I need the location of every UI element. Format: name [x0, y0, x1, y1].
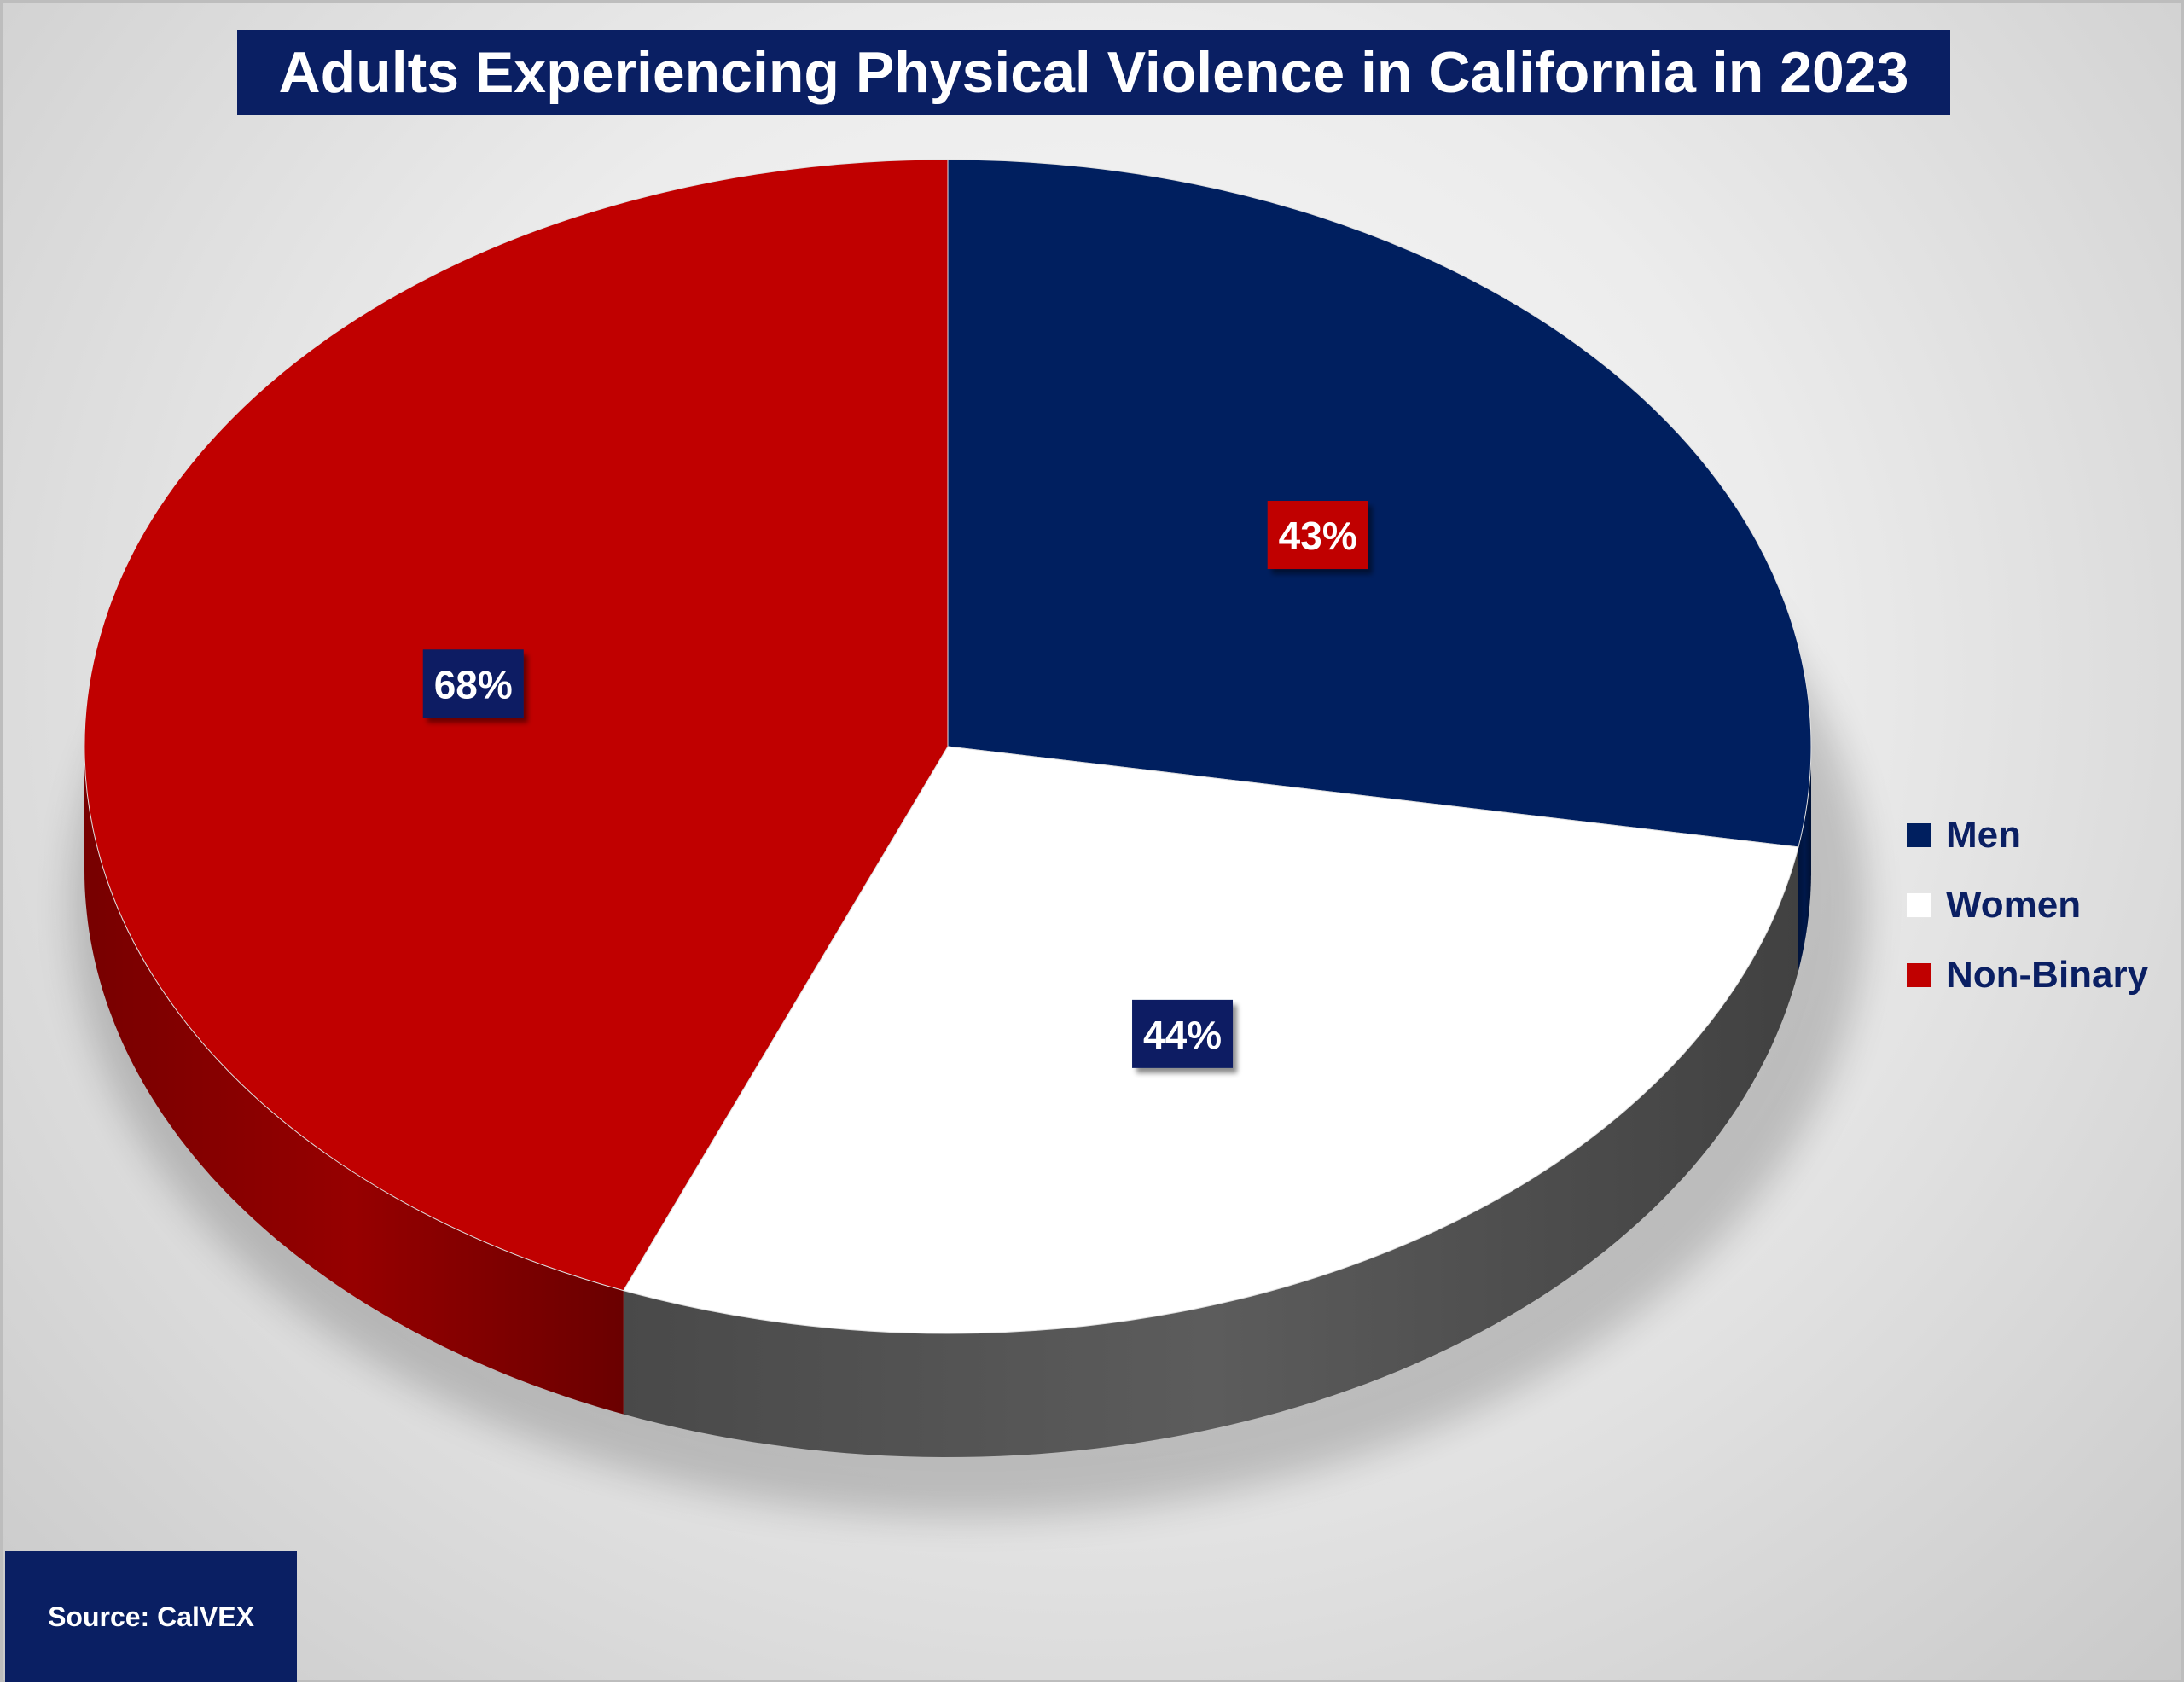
- source-note: Source: CalVEX: [48, 1601, 254, 1632]
- legend-swatch-men: [1907, 823, 1931, 847]
- legend: Men Women Non-Binary: [1907, 800, 2148, 1010]
- legend-label-men: Men: [1946, 814, 2021, 856]
- data-label-women: 44%: [1132, 999, 1234, 1068]
- pie-slice-men: [947, 159, 1812, 848]
- pie-chart: 43% 44% 68%: [72, 159, 1867, 1517]
- chart-title-box: Adults Experiencing Physical Violence in…: [237, 30, 1950, 115]
- pie-slice-non-binary: [84, 159, 949, 1292]
- pie-side-non-binary: [84, 747, 624, 1415]
- chart-title: Adults Experiencing Physical Violence in…: [278, 40, 1909, 105]
- legend-label-non-binary: Non-Binary: [1946, 954, 2149, 996]
- pie-side-men: [1798, 747, 1811, 971]
- legend-item-non-binary: Non-Binary: [1907, 940, 2148, 1010]
- legend-item-men: Men: [1907, 800, 2148, 870]
- data-label-men: 43%: [1267, 501, 1368, 570]
- legend-swatch-women: [1907, 893, 1931, 917]
- legend-item-women: Women: [1907, 870, 2148, 940]
- data-label-box-non-binary: [422, 649, 524, 718]
- data-label-text-women: 44%: [1143, 1013, 1222, 1057]
- legend-swatch-non-binary: [1907, 963, 1931, 987]
- data-label-box-women: [1132, 999, 1234, 1068]
- source-box: Source: CalVEX: [5, 1551, 297, 1682]
- data-label-text-men: 43%: [1279, 514, 1357, 558]
- legend-label-women: Women: [1946, 884, 2082, 926]
- data-label-text-non-binary: 68%: [434, 662, 513, 706]
- data-label-box-men: [1267, 501, 1368, 570]
- data-label-non-binary: 68%: [422, 649, 524, 718]
- pie-side-women: [623, 846, 1798, 1457]
